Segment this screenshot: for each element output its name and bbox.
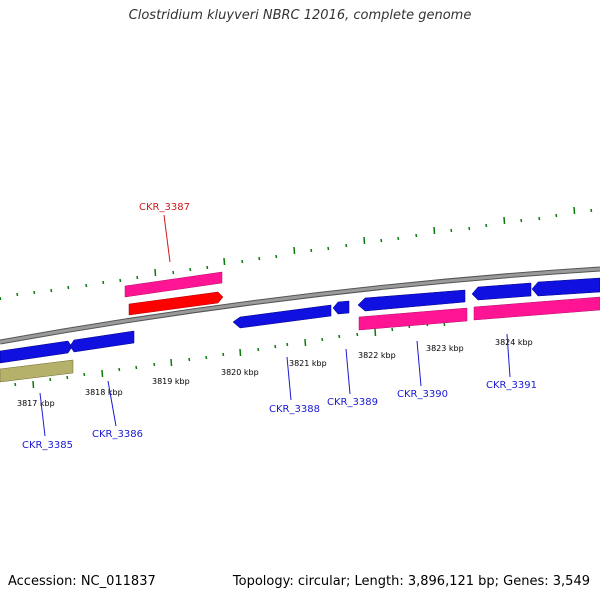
- leader-ckr3387: [163, 214, 171, 263]
- gene-ckr3390-pink-bar[interactable]: [358, 307, 468, 331]
- leader-ckr3390: [416, 340, 422, 387]
- gene-ckr3385-arrow[interactable]: [0, 340, 73, 364]
- gene-ckr3387-rrna-bar[interactable]: [124, 271, 223, 298]
- leader-ckr3389: [345, 348, 351, 395]
- map-title: Clostridium kluyveri NBRC 12016, complet…: [128, 8, 472, 23]
- gene-label-ckr3389[interactable]: CKR_3389: [327, 397, 378, 408]
- gene-ckr3385-olive-bar[interactable]: [0, 359, 74, 383]
- accession-text: Accession: NC_011837: [8, 574, 156, 589]
- kbp-label-3820: 3820 kbp: [221, 368, 259, 377]
- genome-stats-text: Topology: circular; Length: 3,896,121 bp…: [232, 574, 590, 589]
- kbp-label-3817: 3817 kbp: [17, 399, 55, 408]
- gene-ckr3391-arrow-b[interactable]: [531, 277, 600, 297]
- kbp-label-3822: 3822 kbp: [358, 351, 396, 360]
- kbp-label-3821: 3821 kbp: [289, 359, 327, 368]
- kbp-label-3819: 3819 kbp: [152, 377, 190, 386]
- gene-label-ckr3391[interactable]: CKR_3391: [486, 380, 537, 391]
- gene-ckr3391-arrow-a[interactable]: [471, 282, 532, 301]
- outer-tick-row: [0, 206, 593, 301]
- leader-ckr3388: [286, 356, 292, 401]
- gene-label-ckr3390[interactable]: CKR_3390: [397, 389, 448, 400]
- gene-label-ckr3385[interactable]: CKR_3385: [22, 440, 73, 451]
- gene-label-ckr3387[interactable]: CKR_3387: [139, 202, 190, 213]
- leader-ckr3386: [107, 380, 117, 427]
- gene-ckr3386-arrow[interactable]: [69, 330, 135, 353]
- gene-ckr3389-arrow[interactable]: [332, 300, 350, 315]
- leader-ckr3385: [39, 392, 46, 437]
- kbp-label-3824: 3824 kbp: [495, 338, 533, 347]
- gene-ckr3391-pink-bar[interactable]: [473, 296, 600, 321]
- gene-label-ckr3386[interactable]: CKR_3386: [92, 429, 143, 440]
- gene-ckr3390-arrow[interactable]: [357, 289, 466, 312]
- gene-ckr3387-arrow[interactable]: [128, 291, 224, 316]
- kbp-label-3818: 3818 kbp: [85, 388, 123, 397]
- gene-label-ckr3388[interactable]: CKR_3388: [269, 404, 320, 415]
- gene-ckr3388-arrow[interactable]: [232, 304, 332, 329]
- kbp-label-3823: 3823 kbp: [426, 344, 464, 353]
- leader-ckr3391: [506, 333, 511, 378]
